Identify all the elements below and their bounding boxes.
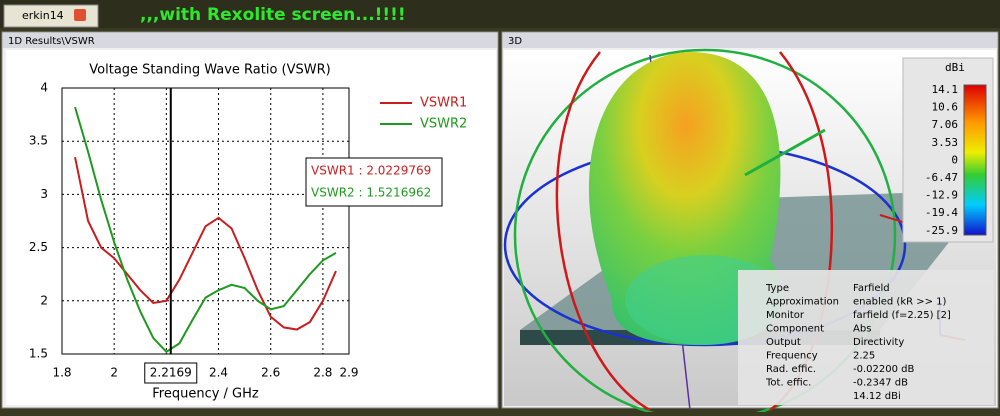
colorbar-label: 3.53	[932, 136, 959, 149]
info-panel	[738, 270, 994, 405]
x-tick-label: 2.8	[313, 366, 332, 380]
info-value: 14.12 dBi	[853, 391, 901, 402]
info-value: Farfield	[853, 283, 890, 294]
x-tick-label: 2	[110, 366, 118, 380]
info-key: Approximation	[766, 297, 839, 308]
x-tick-label: 1.8	[52, 366, 71, 380]
info-value: Directivity	[853, 337, 904, 348]
legend-label: VSWR2	[420, 117, 467, 132]
banner: ,,,with Rexolite screen...!!!!	[140, 5, 406, 25]
info-key: Monitor	[766, 310, 805, 321]
info-value: -0.02200 dB	[853, 364, 914, 375]
marker-label: 2.2169	[150, 366, 192, 380]
info-value: 2.25	[853, 351, 875, 362]
info-value: Abs	[853, 324, 871, 335]
info-key: Tot. effic.	[765, 378, 811, 389]
chart: Voltage Standing Wave Ratio (VSWR) 1.5 2 2.…	[29, 63, 467, 402]
y-tick-label: 1.5	[29, 347, 48, 361]
info-value: -0.2347 dB	[853, 378, 908, 389]
y-tick-label: 3	[40, 187, 48, 201]
tab-close[interactable]	[74, 9, 86, 21]
left-panel-titlebar	[3, 33, 497, 48]
x-tick-label: 2.4	[209, 366, 228, 380]
info-key: Output	[766, 337, 801, 348]
tab-strip	[0, 0, 1000, 28]
colorbar-label: 0	[951, 153, 958, 166]
info-key: Frequency	[766, 351, 818, 362]
left-panel-title: 1D Results\VSWR	[8, 36, 95, 47]
colorbar-label: -19.4	[925, 206, 958, 219]
info-key: Component	[766, 324, 824, 335]
plot-frame	[61, 87, 350, 355]
info-value: farfield (f=2.25) [2]	[853, 310, 951, 321]
right-panel-title: 3D	[508, 36, 522, 47]
colorbar-label: -12.9	[925, 189, 958, 202]
colorbar-label: -25.9	[925, 224, 958, 237]
y-tick-label: 4	[40, 81, 48, 95]
info-key: Type	[765, 283, 789, 294]
line	[74, 106, 337, 354]
info-value: enabled (kR >> 1)	[853, 297, 947, 308]
x-tick-label: 2.9	[339, 366, 358, 380]
marker-label-box	[144, 362, 198, 384]
readout: VSWR1 : 2.0229769	[311, 164, 431, 178]
tab-label: erkin14	[22, 9, 64, 22]
right-panel-titlebar	[503, 33, 997, 48]
y-tick-label: 2.5	[29, 240, 48, 254]
colorbar-unit: dBi	[945, 61, 965, 74]
colorbar-label: -6.47	[925, 171, 958, 184]
colorbar-label: 10.6	[932, 101, 959, 114]
chart-title: Voltage Standing Wave Ratio (VSWR)	[89, 63, 330, 78]
x-tick-label: 2.6	[261, 366, 280, 380]
chart-area	[6, 50, 496, 405]
colorbar-label: 7.06	[932, 118, 959, 131]
x-axis-label: Frequency / GHz	[152, 387, 259, 402]
legend-label: VSWR1	[420, 96, 467, 111]
colorbar-label: 14.1	[932, 83, 959, 96]
line	[74, 156, 337, 331]
colorbar	[963, 84, 987, 236]
readout-box	[305, 157, 443, 207]
y-tick-label: 2	[40, 293, 48, 307]
readout: VSWR2 : 1.5216962	[311, 186, 431, 200]
y-tick-label: 3.5	[29, 134, 48, 148]
info-key: Rad. effic.	[766, 364, 816, 375]
